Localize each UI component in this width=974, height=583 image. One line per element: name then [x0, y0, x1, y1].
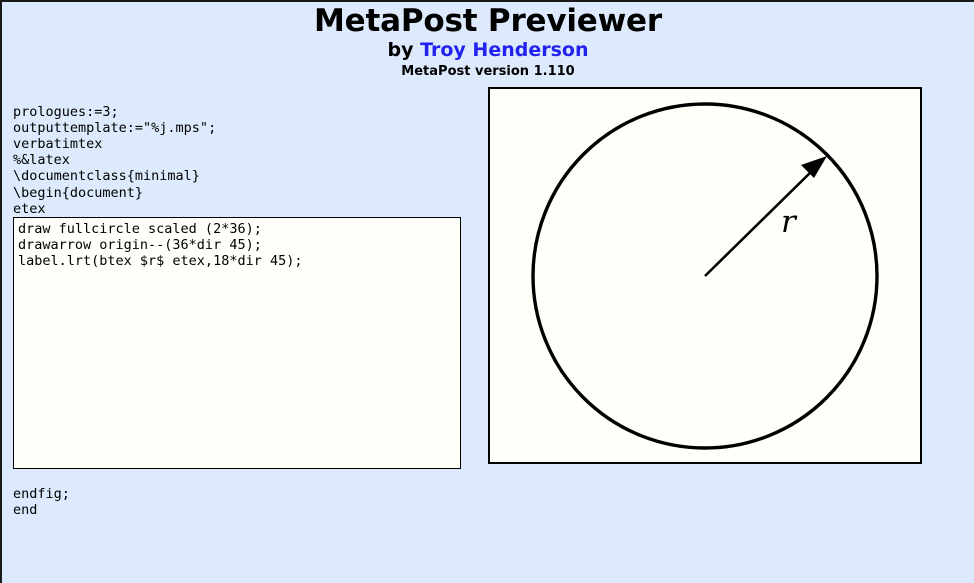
byline-prefix: by — [387, 39, 421, 61]
control-bar: Preview SVG PNG Addons Reset View Log Po… — [2, 522, 974, 583]
preamble-code: prologues:=3; outputtemplate:="%j.mps"; … — [13, 103, 217, 233]
figure-code-input[interactable] — [13, 217, 461, 469]
page-header: MetaPost Previewer by Troy Henderson Met… — [2, 2, 974, 80]
figure-preview-panel[interactable]: r — [488, 87, 922, 464]
figure-svg: r — [531, 102, 879, 450]
radius-label: r — [781, 204, 798, 240]
page-title: MetaPost Previewer — [314, 3, 662, 39]
circle-shape — [531, 102, 879, 450]
version-text: MetaPost version 1.110 — [401, 64, 575, 79]
radius-arrow-shaft — [704, 168, 815, 277]
author-link[interactable]: Troy Henderson — [420, 39, 589, 61]
byline: by Troy Henderson — [2, 39, 974, 62]
radius-arrow-head — [801, 156, 827, 178]
postamble-code: endfig; end — [13, 485, 70, 518]
